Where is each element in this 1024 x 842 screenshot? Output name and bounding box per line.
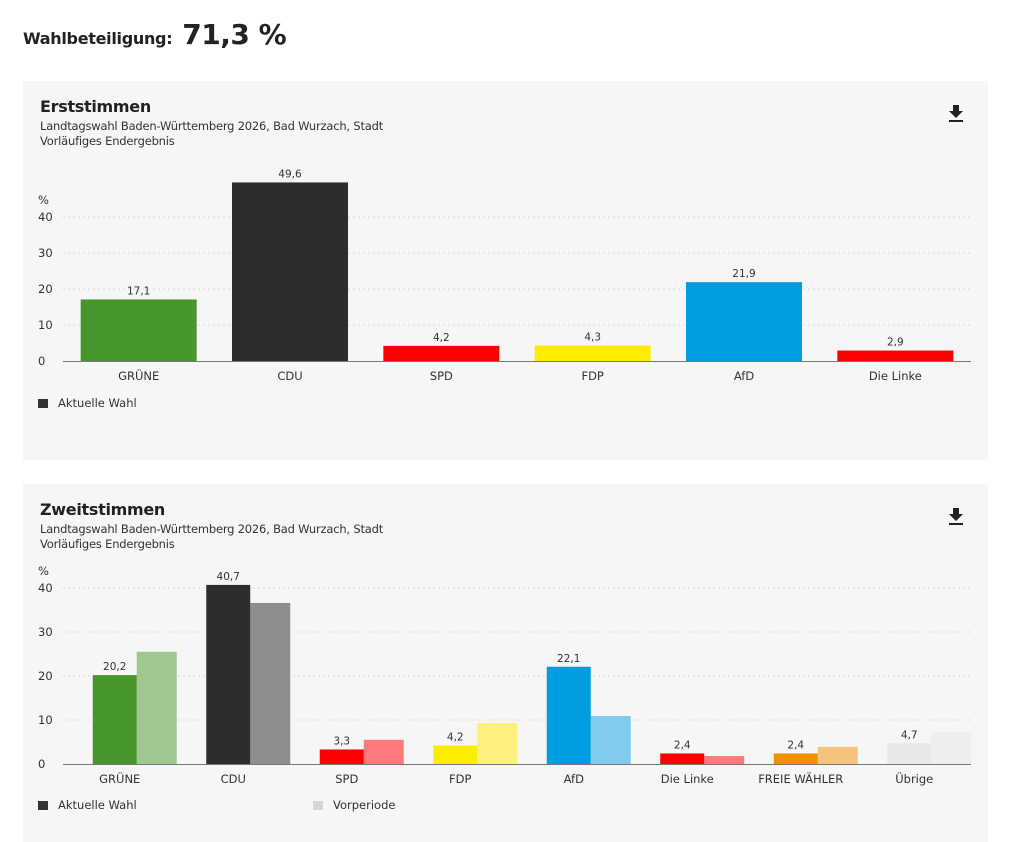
bar-current-3 — [433, 745, 478, 764]
bar-current-0 — [80, 299, 197, 361]
bar-value-label: 3,3 — [333, 735, 350, 747]
bar-current-5 — [660, 753, 705, 764]
y-tick-label: 30 — [38, 625, 53, 639]
y-tick-label: 40 — [38, 581, 53, 595]
bar-current-5 — [837, 350, 954, 361]
category-label: Die Linke — [869, 369, 922, 383]
bar-current-0 — [92, 675, 137, 764]
bar-value-label: 2,4 — [674, 739, 691, 751]
category-label: CDU — [277, 369, 302, 383]
bar-value-label: 2,4 — [787, 739, 804, 751]
bar-value-label: 4,3 — [584, 332, 601, 344]
category-label: SPD — [430, 369, 453, 383]
y-tick-label: 0 — [38, 354, 45, 368]
bar-value-label: 49,6 — [278, 168, 302, 180]
bar-previous-4 — [590, 716, 631, 764]
category-label: Übrige — [895, 770, 933, 786]
category-label: Die Linke — [661, 772, 714, 786]
bar-current-2 — [383, 345, 500, 361]
chart-title: Zweitstimmen — [40, 500, 166, 519]
bar-value-label: 17,1 — [127, 285, 150, 297]
bar-current-2 — [319, 749, 364, 764]
category-label: AfD — [564, 772, 585, 786]
bar-current-3 — [534, 345, 651, 361]
bar-value-label: 21,9 — [732, 268, 755, 280]
chart-status: Vorläufiges Endergebnis — [40, 134, 175, 148]
legend-swatch — [313, 801, 323, 810]
bar-value-label: 4,2 — [433, 332, 450, 344]
bar-current-4 — [686, 282, 802, 361]
bar-value-label: 2,9 — [887, 337, 904, 349]
category-label: FDP — [581, 369, 603, 383]
bar-value-label: 40,7 — [217, 571, 240, 583]
turnout: Wahlbeteiligung: 71,3 % — [23, 18, 287, 51]
download-icon — [949, 105, 963, 122]
bar-previous-5 — [704, 756, 745, 764]
download-button[interactable] — [947, 103, 965, 123]
zweitstimmen-chart: % 0 10 20 30 40 20,2 GRÜNE 40,7 CDU 3,3 SPD 4,2 FDP 22… — [38, 564, 972, 812]
y-tick-label: 40 — [38, 210, 53, 224]
y-axis-unit: % — [38, 564, 49, 578]
bar-current-7 — [887, 743, 932, 764]
bar-current-4 — [546, 666, 591, 764]
legend-label: Vorperiode — [333, 798, 395, 812]
bar-value-label: 4,7 — [901, 729, 918, 741]
y-tick-label: 30 — [38, 246, 53, 260]
bar-previous-7 — [931, 731, 972, 764]
bar-previous-2 — [363, 739, 404, 764]
legend-label: Aktuelle Wahl — [58, 396, 137, 410]
bar-previous-3 — [477, 723, 518, 764]
category-label: FREIE WÄHLER — [758, 771, 843, 786]
bar-current-1 — [232, 182, 348, 361]
y-tick-label: 10 — [38, 318, 53, 332]
legend-swatch — [38, 801, 48, 810]
y-tick-label: 10 — [38, 713, 53, 727]
bar-value-label: 22,1 — [557, 653, 580, 665]
bar-current-6 — [773, 753, 818, 764]
chart-status: Vorläufiges Endergebnis — [40, 537, 175, 551]
bar-previous-0 — [136, 651, 177, 764]
bar-previous-6 — [817, 746, 858, 764]
legend-label: Aktuelle Wahl — [58, 798, 137, 812]
erststimmen-panel: Erststimmen Landtagswahl Baden-Württembe… — [23, 81, 988, 460]
bar-current-1 — [206, 584, 251, 764]
category-label: FDP — [449, 772, 471, 786]
bar-previous-1 — [250, 602, 291, 764]
chart-subtitle: Landtagswahl Baden-Württemberg 2026, Bad… — [40, 522, 384, 536]
category-label: GRÜNE — [118, 367, 159, 383]
turnout-value: 71,3 % — [182, 18, 287, 51]
y-tick-label: 20 — [38, 282, 53, 296]
category-label: SPD — [335, 772, 358, 786]
chart-title: Erststimmen — [40, 97, 151, 116]
category-label: AfD — [734, 369, 755, 383]
y-tick-label: 20 — [38, 669, 53, 683]
legend-swatch — [38, 399, 48, 408]
category-label: CDU — [221, 772, 246, 786]
download-button[interactable] — [947, 506, 965, 526]
erststimmen-chart: % 0 10 20 30 40 17,1 GRÜNE 49,6 CDU 4,2 SPD 4,3 FDP 21… — [38, 168, 971, 410]
turnout-label: Wahlbeteiligung: — [23, 29, 173, 48]
y-axis-unit: % — [38, 193, 49, 207]
bar-value-label: 4,2 — [447, 732, 464, 744]
y-tick-label: 0 — [38, 757, 45, 771]
chart-subtitle: Landtagswahl Baden-Württemberg 2026, Bad… — [40, 119, 384, 133]
download-icon — [949, 508, 963, 525]
zweitstimmen-panel: Zweitstimmen Landtagswahl Baden-Württemb… — [23, 484, 988, 842]
bar-value-label: 20,2 — [103, 661, 126, 673]
category-label: GRÜNE — [99, 770, 140, 786]
